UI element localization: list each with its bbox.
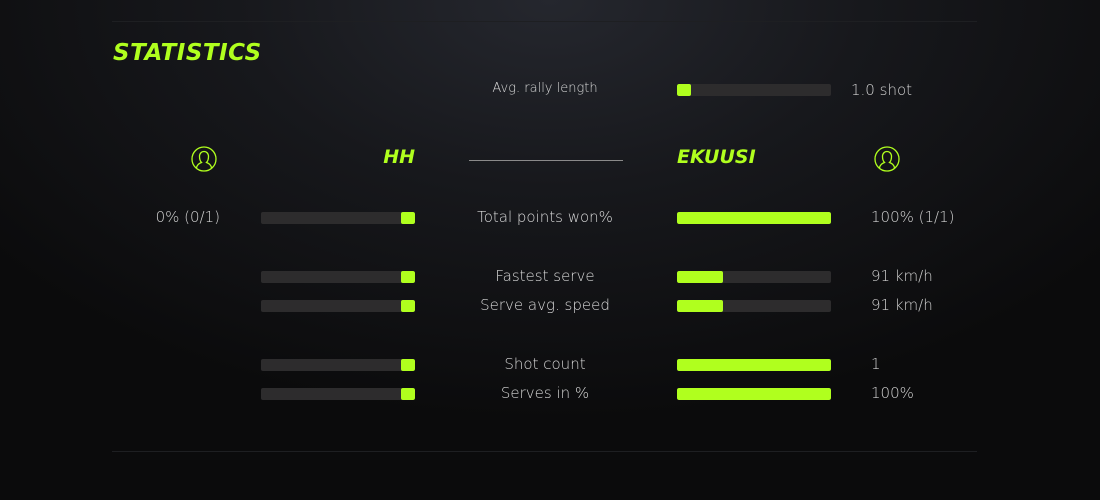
left-bar-fill	[401, 300, 415, 312]
left-bar	[261, 212, 415, 224]
stat-label: Serves in %	[500, 384, 590, 402]
right-bar	[677, 388, 831, 400]
right-bar-fill	[677, 271, 724, 283]
left-bar-fill	[401, 271, 415, 283]
left-value: 0% (0/1)	[155, 208, 220, 226]
rally-bar-fill	[677, 84, 691, 96]
stat-label: Total points won%	[477, 208, 613, 226]
left-player-name: HH	[383, 146, 415, 168]
left-bar	[261, 388, 415, 400]
right-bar	[677, 300, 831, 312]
left-bar-fill	[401, 212, 415, 224]
right-value: 100%	[871, 384, 914, 402]
rally-label: Avg. rally length	[492, 81, 598, 96]
top-divider	[112, 21, 977, 22]
user-circle-icon	[191, 146, 217, 172]
right-bar	[677, 212, 831, 224]
right-bar-fill	[677, 388, 831, 400]
right-player-name: EKUUSI	[677, 146, 756, 168]
right-bar-fill	[677, 359, 831, 371]
right-value: 91 km/h	[871, 267, 933, 285]
user-circle-icon	[874, 146, 900, 172]
right-bar	[677, 271, 831, 283]
rally-value: 1.0 shot	[851, 81, 913, 99]
left-bar	[261, 300, 415, 312]
stat-label: Fastest serve	[495, 267, 595, 285]
left-bar	[261, 271, 415, 283]
right-value: 91 km/h	[871, 296, 933, 314]
right-value: 1	[871, 355, 881, 373]
left-bar-fill	[401, 359, 415, 371]
stat-label: Serve avg. speed	[480, 296, 610, 314]
header-separator	[469, 160, 623, 161]
stat-label: Shot count	[504, 355, 586, 373]
rally-bar	[677, 84, 831, 96]
page-title: STATISTICS	[113, 40, 262, 66]
left-bar	[261, 359, 415, 371]
left-bar-fill	[401, 388, 415, 400]
right-bar-fill	[677, 300, 724, 312]
right-value: 100% (1/1)	[871, 208, 955, 226]
bottom-divider	[112, 451, 977, 452]
right-bar-fill	[677, 212, 831, 224]
right-bar	[677, 359, 831, 371]
